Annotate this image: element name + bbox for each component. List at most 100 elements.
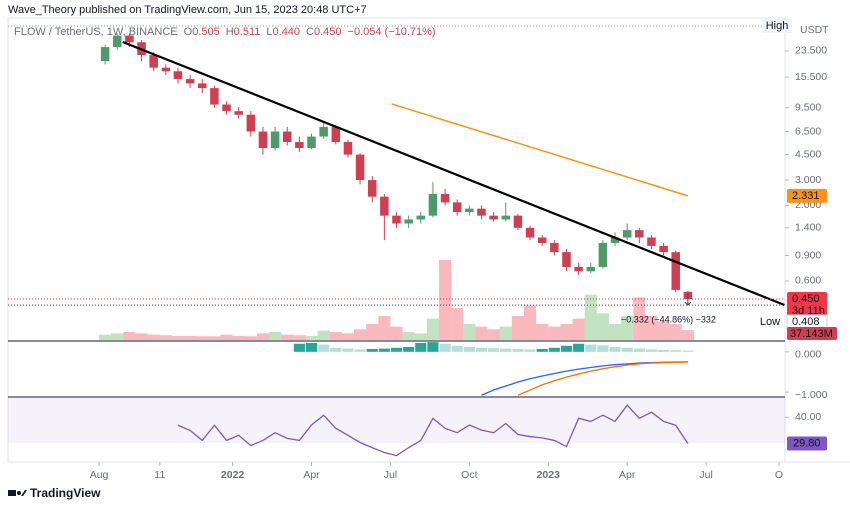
brand-logo	[8, 490, 27, 496]
measure-arrow	[684, 293, 692, 306]
candle-body	[222, 104, 231, 112]
currency: USDT	[800, 24, 829, 36]
volume-bar	[451, 308, 464, 340]
candle-body	[610, 237, 620, 243]
macd-hist	[488, 348, 500, 352]
candle-body	[343, 142, 353, 155]
candle-body	[428, 194, 438, 216]
macd-hist	[500, 348, 512, 352]
volume-bar	[329, 332, 342, 340]
macd-hist	[548, 347, 560, 352]
volume-bar	[390, 326, 403, 340]
volume-bar	[548, 326, 561, 340]
y-tick-label: 0.900	[795, 249, 821, 261]
x-tick-label: O	[775, 469, 783, 481]
volume-bar	[633, 297, 646, 340]
candle-body	[149, 55, 158, 68]
rsi-label: 29.80	[793, 437, 821, 449]
low-label: 0.408	[792, 316, 820, 328]
candle-body	[501, 215, 511, 220]
symbol: FLOW / TetherUS, 1W, BINANCE	[14, 26, 178, 38]
volume-bar	[536, 324, 549, 340]
frame	[7, 17, 786, 463]
candle-body	[295, 142, 304, 148]
candle-body	[598, 242, 608, 267]
signal-line	[517, 361, 688, 396]
volume-bar	[560, 324, 573, 340]
candle-body	[100, 47, 110, 62]
ohlc-key: L	[266, 26, 272, 38]
macd-hist	[670, 350, 682, 352]
candle-body	[307, 136, 316, 148]
ohlc-value: 0.511	[234, 26, 261, 38]
x-tick-label: Jul	[699, 469, 712, 481]
macd-hist	[524, 349, 536, 352]
volume-bar	[184, 336, 197, 340]
ohlc-key: O	[184, 26, 193, 38]
volume-bar	[378, 316, 391, 340]
macd-hist	[427, 342, 439, 352]
macd-tick-label: 0.000	[795, 349, 821, 361]
trendline	[122, 40, 785, 307]
volume-bar	[487, 329, 500, 340]
candle-body	[367, 180, 377, 197]
macd-hist	[633, 348, 645, 352]
ohlc-key: C	[306, 26, 314, 38]
y-tick-label: 15.500	[795, 71, 827, 83]
macd-hist	[330, 347, 342, 352]
low-text: Low	[760, 316, 780, 328]
candle-body	[331, 126, 341, 143]
macd-hist	[645, 349, 658, 352]
macd-hist	[451, 345, 463, 352]
ma-box	[787, 188, 827, 203]
macd-hist	[573, 343, 585, 352]
volume-bar	[681, 330, 694, 340]
candle-body	[234, 111, 243, 115]
volume-bar	[171, 336, 185, 340]
macd-hist	[475, 347, 488, 352]
x-tick-label: Aug	[90, 469, 109, 481]
volume-bar	[281, 334, 294, 340]
macd-hist	[366, 349, 378, 352]
y-tick-label: 1.400	[795, 222, 821, 234]
rsi-band	[8, 398, 785, 443]
rsi-tick-label: 40.00	[795, 411, 821, 423]
high-label: High	[766, 20, 789, 32]
candle-body	[452, 202, 462, 213]
volume-bar	[269, 332, 282, 340]
macd-hist	[621, 347, 633, 352]
x-tick-label: 2022	[221, 469, 245, 481]
candle-body	[185, 79, 195, 84]
publisher: Wave_Theory published on TradingView.com…	[8, 4, 367, 16]
macd-hist	[439, 343, 451, 352]
candle-body	[416, 215, 426, 220]
macd-line	[481, 361, 688, 396]
macd-hist	[403, 346, 415, 352]
x-tick-label: Apr	[303, 469, 320, 481]
x-tick-label: Oct	[461, 469, 477, 481]
volume-bar	[232, 336, 245, 340]
volume-bar	[305, 336, 318, 340]
volume-bar	[366, 324, 379, 340]
candle-body	[647, 237, 656, 246]
candle-body	[550, 242, 559, 253]
macd-hist	[293, 343, 305, 352]
candle-body	[586, 266, 595, 272]
candle-body	[319, 126, 328, 137]
y-tick-label: 3.000	[795, 174, 821, 186]
candle-body	[125, 35, 134, 43]
volume-bar	[196, 336, 209, 340]
volume-bar	[475, 326, 488, 340]
macd-hist	[354, 349, 366, 352]
volume-bar	[147, 334, 160, 340]
macd-hist	[682, 350, 694, 352]
candle-body	[562, 252, 571, 267]
macd-hist	[585, 344, 597, 352]
candle-body	[210, 88, 219, 105]
volume-bar	[572, 318, 585, 340]
volume-bar	[414, 333, 427, 340]
candle-body	[173, 71, 183, 80]
y-tick-label: 0.600	[795, 275, 821, 287]
candle-body	[392, 215, 401, 224]
volume-bar	[499, 326, 512, 340]
